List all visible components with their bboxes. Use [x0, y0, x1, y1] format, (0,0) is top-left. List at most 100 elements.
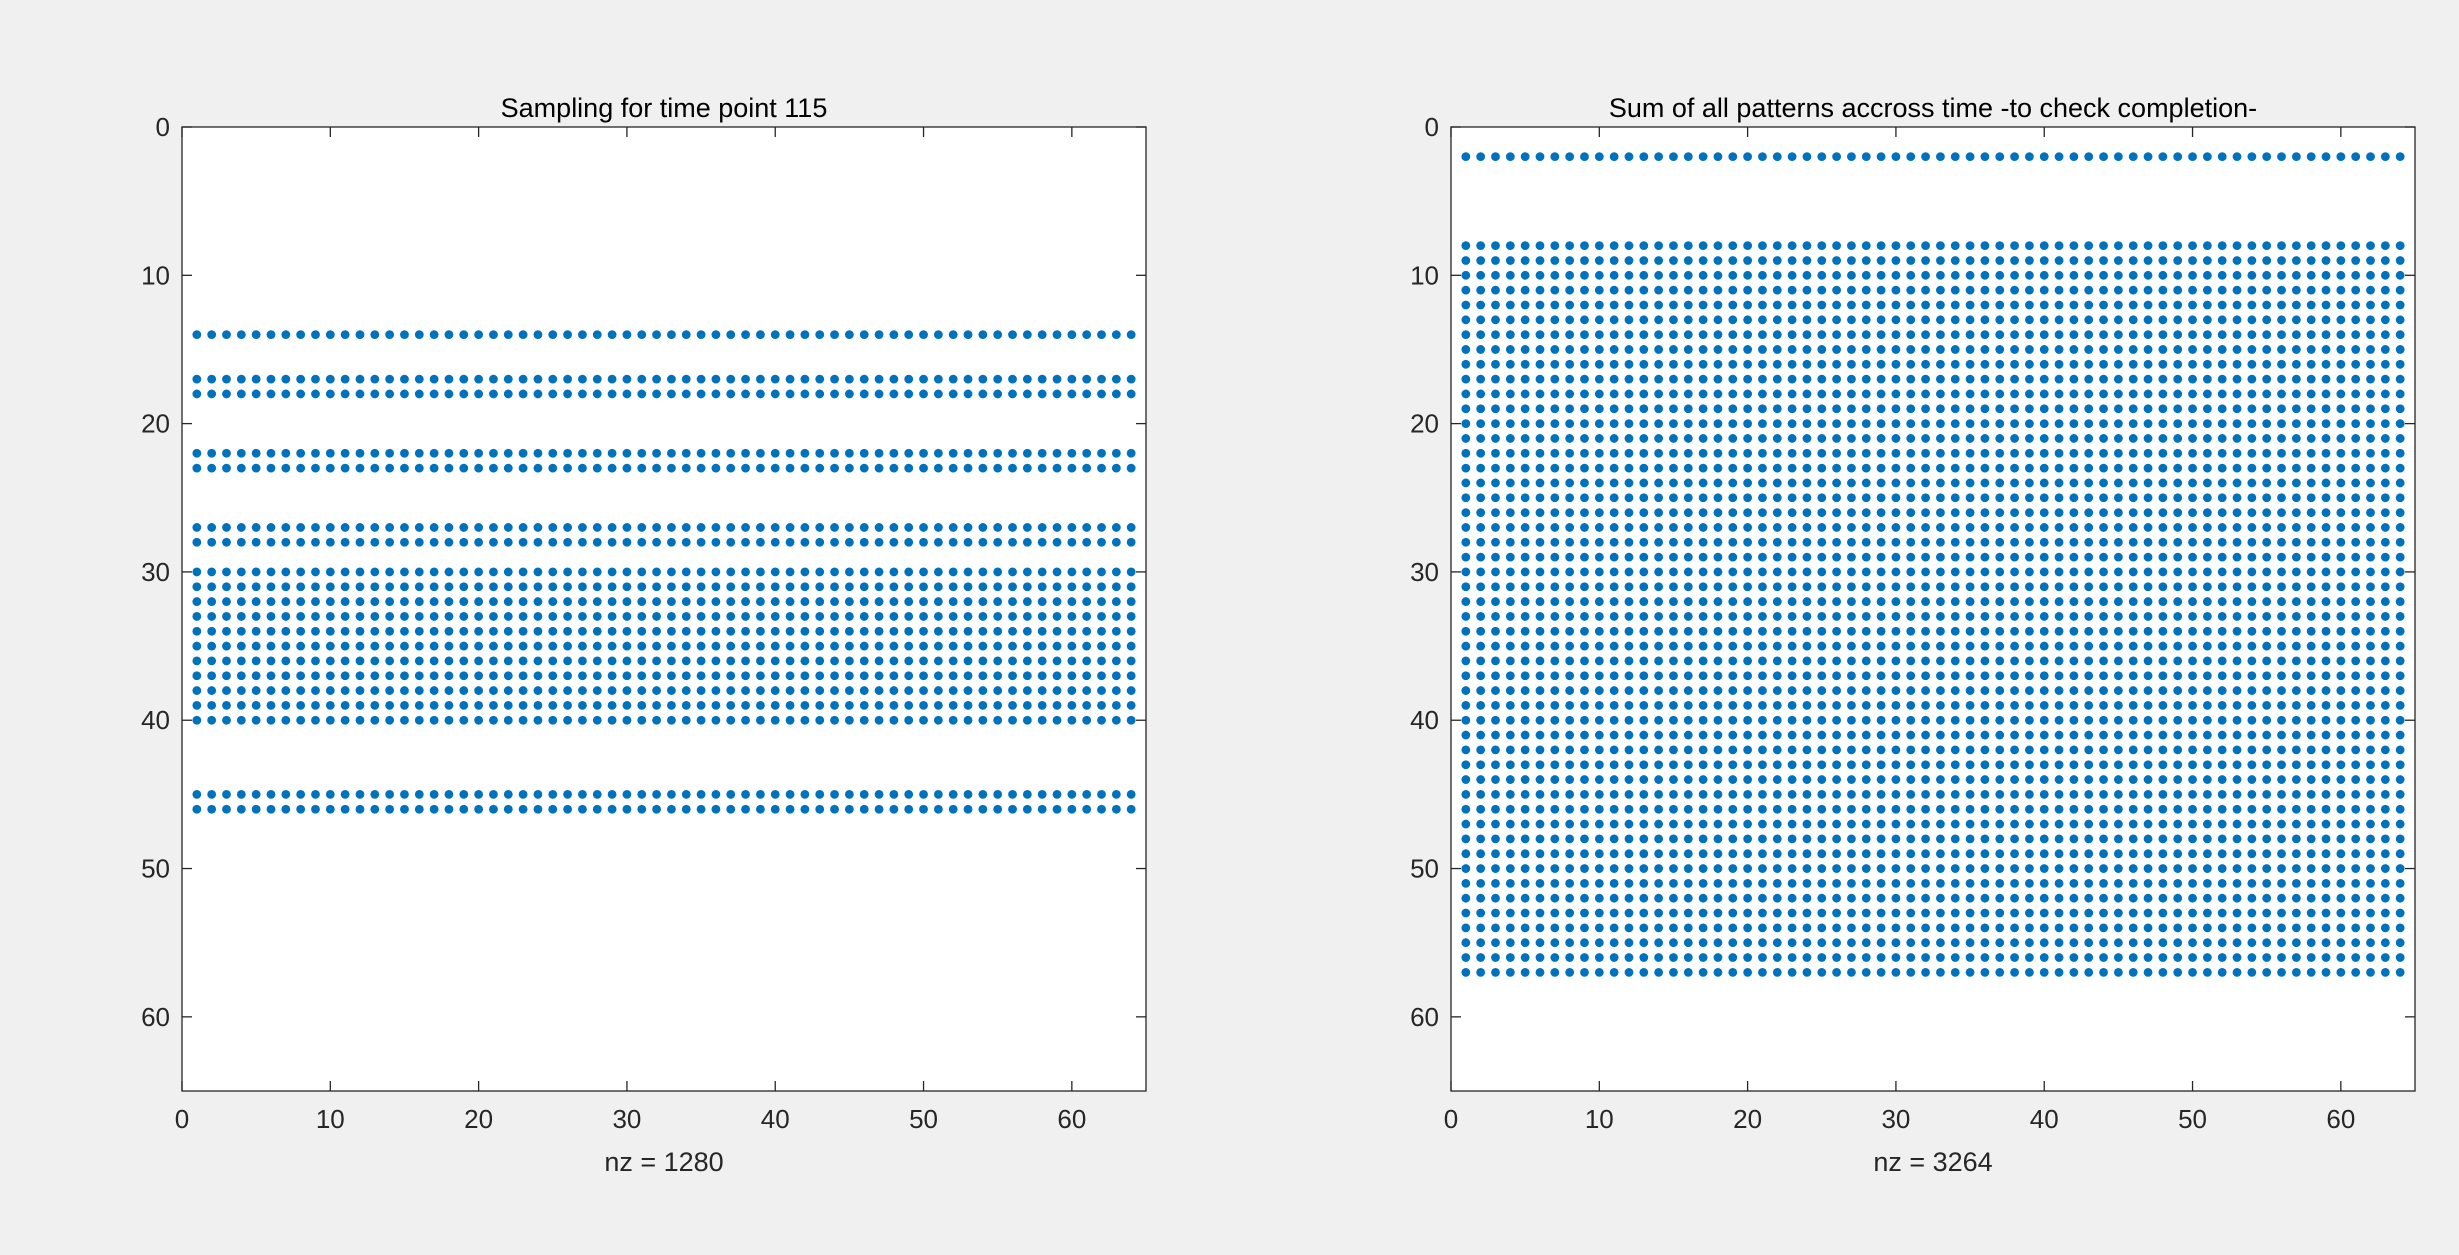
data-point	[1891, 804, 1901, 814]
data-point	[1008, 463, 1017, 473]
data-point	[1787, 953, 1797, 962]
data-point	[2113, 315, 2123, 325]
data-point	[2158, 686, 2168, 695]
data-point	[2232, 789, 2242, 799]
data-point	[563, 626, 572, 636]
data-point	[2366, 359, 2375, 369]
data-point	[2380, 537, 2390, 547]
data-point	[1847, 597, 1856, 606]
data-point	[1936, 241, 1945, 251]
data-point	[236, 789, 246, 799]
data-point	[1758, 508, 1767, 517]
data-point	[1565, 641, 1575, 651]
data-point	[1698, 582, 1708, 592]
data-point	[1565, 789, 1575, 799]
data-point	[459, 330, 469, 340]
data-point	[1950, 463, 1960, 473]
data-point	[2217, 434, 2227, 443]
data-point	[1980, 804, 1990, 814]
data-point	[1891, 478, 1901, 488]
data-point	[874, 537, 884, 547]
data-point	[1624, 537, 1634, 547]
data-point	[2010, 701, 2019, 710]
data-point	[1728, 434, 1738, 443]
data-point	[2069, 612, 2079, 621]
data-point	[414, 789, 424, 799]
data-point	[1535, 152, 1545, 162]
data-point	[1520, 745, 1530, 755]
data-row-28	[1461, 537, 2405, 547]
data-point	[2069, 241, 2079, 251]
data-point	[919, 523, 928, 532]
data-point	[1520, 552, 1530, 562]
data-point	[904, 715, 914, 725]
data-point	[2262, 953, 2272, 962]
data-point	[1965, 760, 1975, 770]
data-point	[696, 582, 706, 592]
data-point	[1802, 241, 1812, 251]
data-point	[2202, 938, 2212, 948]
data-point	[2054, 448, 2064, 458]
data-point	[2366, 567, 2375, 577]
data-point	[2054, 493, 2064, 503]
data-point	[1817, 315, 1827, 325]
data-point	[2143, 567, 2153, 577]
data-point	[2039, 330, 2049, 340]
data-point	[2069, 686, 2079, 695]
data-point	[192, 374, 202, 384]
data-point	[1891, 448, 1901, 458]
data-point	[1476, 523, 1486, 532]
data-row-23	[1461, 463, 2405, 473]
data-point	[830, 389, 839, 399]
data-point	[222, 537, 231, 547]
data-point	[2099, 389, 2108, 399]
data-point	[1639, 315, 1649, 325]
data-point	[2395, 923, 2405, 933]
data-point	[1654, 285, 1664, 295]
data-point	[2232, 715, 2242, 725]
data-point	[266, 463, 276, 473]
data-row-37	[192, 671, 1136, 681]
data-point	[1639, 789, 1649, 799]
data-point	[1639, 345, 1649, 354]
data-point	[607, 463, 617, 473]
data-point	[2351, 241, 2361, 251]
data-point	[578, 582, 587, 592]
data-point	[1758, 552, 1767, 562]
data-point	[1550, 493, 1560, 503]
data-point	[1787, 315, 1797, 325]
data-point	[2188, 701, 2197, 710]
data-point	[1921, 849, 1930, 859]
data-point	[1861, 597, 1871, 606]
data-point	[1082, 715, 1092, 725]
data-point	[1698, 715, 1708, 725]
data-point	[2291, 789, 2301, 799]
data-point	[429, 701, 439, 710]
data-point	[2247, 270, 2257, 280]
data-point	[2217, 359, 2227, 369]
data-point	[1758, 789, 1767, 799]
data-point	[1876, 819, 1886, 829]
data-point	[1965, 938, 1975, 948]
data-point	[800, 612, 810, 621]
data-point	[1505, 730, 1515, 740]
data-point	[2025, 508, 2034, 517]
data-point	[1995, 760, 2005, 770]
data-point	[266, 641, 276, 651]
data-point	[2025, 493, 2034, 503]
data-point	[2084, 656, 2094, 666]
data-point	[1713, 967, 1723, 977]
data-point	[1565, 864, 1575, 873]
data-point	[2158, 775, 2168, 784]
data-point	[963, 789, 973, 799]
data-point	[622, 671, 632, 681]
data-point	[696, 641, 706, 651]
data-point	[222, 626, 231, 636]
data-point	[503, 448, 513, 458]
data-point	[340, 389, 350, 399]
data-row-38	[192, 686, 1136, 695]
data-point	[2380, 923, 2390, 933]
data-point	[2054, 701, 2064, 710]
data-point	[1476, 819, 1486, 829]
data-point	[2217, 819, 2227, 829]
